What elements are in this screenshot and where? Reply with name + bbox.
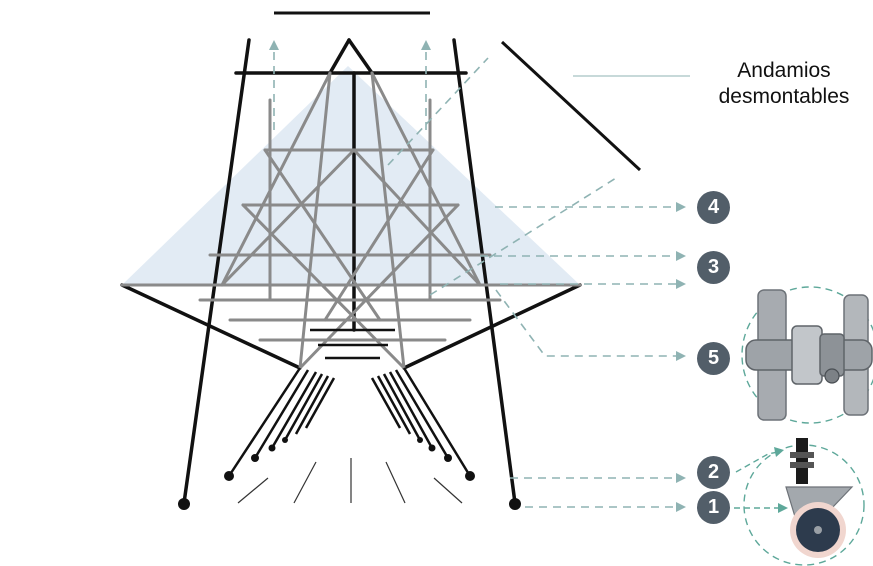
diagram-title: Andamios desmontables	[700, 58, 868, 110]
caster-detail	[734, 438, 865, 566]
callout-badge-4: 4	[697, 191, 730, 224]
tube-structure	[120, 71, 582, 370]
clamp-detail	[741, 286, 873, 424]
callout-badge-1: 1	[697, 491, 730, 524]
callout-badge-2: 2	[697, 456, 730, 489]
arrow-heads	[269, 40, 686, 512]
callout-badge-5: 5	[697, 342, 730, 375]
title-line-1: Andamios	[737, 59, 831, 82]
perspective-legs	[227, 328, 472, 477]
wheel-feet	[178, 437, 521, 510]
diagonal-bar	[500, 40, 642, 172]
ground-lines	[237, 458, 463, 504]
callout-arrows	[273, 44, 680, 508]
title-line-2: desmontables	[718, 85, 850, 108]
platform-plane	[122, 66, 580, 285]
callout-badge-3: 3	[697, 251, 730, 284]
